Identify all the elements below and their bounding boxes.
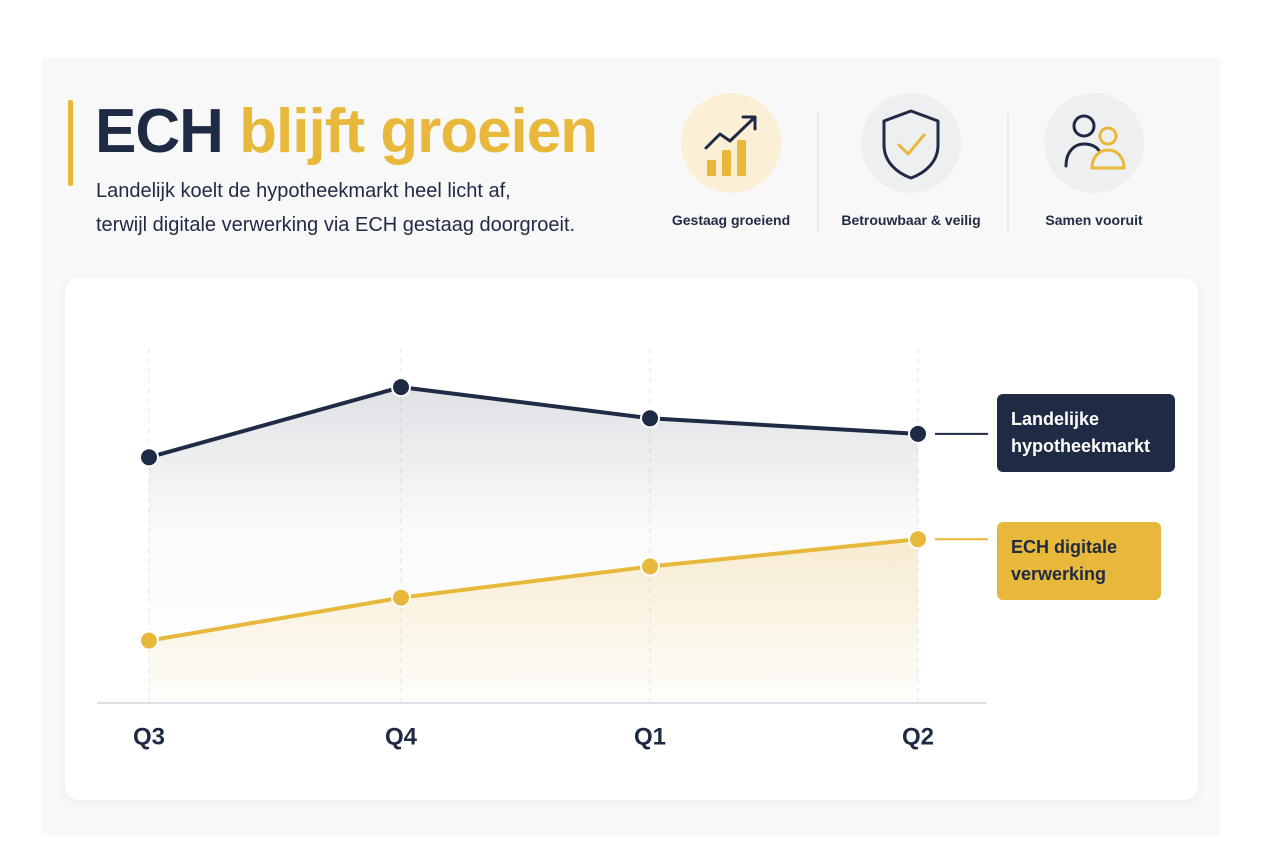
growth-icon [704, 115, 757, 176]
data-point [391, 377, 411, 398]
data-point [391, 587, 411, 608]
data-point [640, 556, 660, 577]
x-tick-label: Q3 [133, 723, 165, 750]
legend-entry: ECH digitale verwerking [997, 522, 1161, 601]
title-lead: ECH [95, 97, 224, 166]
legend-entry: Landelijke hypotheekmarkt [997, 393, 1175, 472]
series-line [148, 537, 919, 643]
title: ECH blijft groeien [95, 96, 598, 168]
x-tick-label: Q1 [634, 723, 666, 750]
feature-label: Gestaag groeiend [671, 212, 791, 228]
title-accent [68, 100, 73, 186]
x-tick-label: Q2 [902, 723, 934, 750]
data-point [139, 630, 159, 651]
data-point [139, 447, 159, 468]
feature-label: Samen vooruit [1045, 212, 1143, 228]
icon-bg [1044, 93, 1144, 193]
shield-icon [882, 109, 940, 180]
data-point [640, 408, 660, 429]
people-icon [1064, 114, 1126, 170]
subtitle-line: Landelijk koelt de hypotheekmarkt heel l… [96, 180, 511, 202]
data-point [908, 423, 928, 444]
subtitle-line: terwijl digitale verwerking via ECH gest… [96, 214, 576, 236]
icon-bg [681, 93, 781, 193]
icon-bg [861, 93, 961, 193]
area-fill [149, 539, 918, 703]
feature-label: Betrouwbaar & veilig [841, 212, 981, 228]
data-point [908, 529, 928, 550]
x-tick-label: Q4 [385, 723, 418, 750]
title-highlight: blijft groeien [239, 97, 598, 166]
series-line [148, 385, 919, 460]
